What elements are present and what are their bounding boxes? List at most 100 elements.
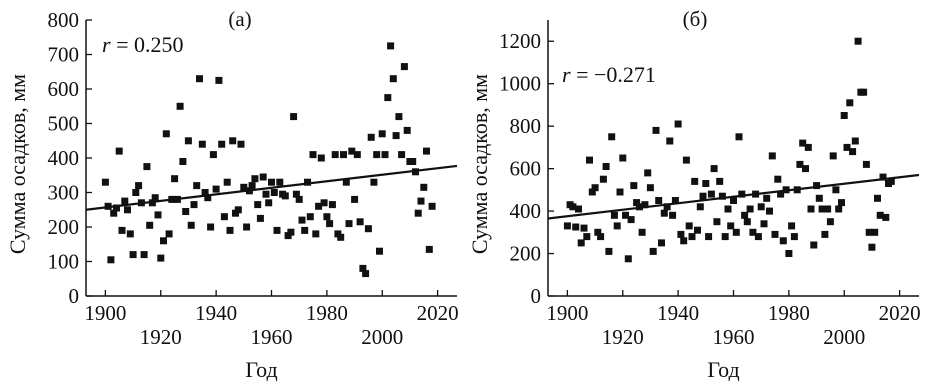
data-point [680, 237, 688, 245]
data-point [345, 220, 353, 228]
data-point [580, 224, 588, 232]
data-point [328, 201, 336, 209]
x-tick-label: 1980 [768, 301, 810, 325]
data-point [569, 203, 577, 211]
data-point [146, 221, 154, 229]
y-tick-label: 0 [531, 284, 542, 308]
data-point [162, 130, 170, 138]
data-point [234, 206, 242, 214]
data-point [730, 197, 737, 204]
panel-label: (а) [228, 7, 251, 31]
data-point [860, 88, 868, 96]
data-point [705, 233, 713, 241]
data-point [757, 203, 765, 211]
data-point [326, 220, 334, 228]
data-point [721, 233, 729, 241]
data-point [575, 205, 582, 213]
data-point [309, 151, 317, 159]
data-point [389, 75, 397, 83]
data-point [810, 241, 818, 249]
data-point [633, 199, 641, 207]
data-point [215, 76, 223, 84]
data-point [342, 178, 350, 186]
y-tick-label: 0 [69, 284, 80, 308]
y-tick-label: 400 [48, 146, 80, 170]
data-point [301, 226, 309, 234]
data-point [716, 177, 724, 185]
data-point [741, 211, 749, 219]
data-point [240, 183, 248, 191]
data-point [273, 226, 281, 234]
x-tick-label: 1960 [251, 325, 293, 349]
data-point [179, 158, 187, 165]
data-point [713, 218, 721, 226]
r-symbol: r [102, 32, 111, 57]
data-point [320, 199, 328, 207]
data-point [851, 137, 859, 145]
data-point [362, 270, 370, 278]
panel-1: 0 100 200 300 400 500 600 700 800 1900 1940 1980 202… [5, 7, 459, 382]
y-tick-label: 100 [48, 250, 80, 274]
data-point [237, 140, 245, 148]
y-tick-label: 700 [48, 43, 80, 67]
x-tick-label: 1940 [195, 301, 237, 325]
data-point [248, 182, 256, 190]
data-point [165, 230, 173, 238]
data-point [846, 99, 854, 107]
data-point [660, 209, 668, 217]
data-point [824, 205, 832, 213]
data-point [115, 147, 123, 155]
x-tick-label: 1900 [84, 301, 126, 325]
data-point [315, 202, 323, 210]
data-point [821, 230, 829, 238]
data-point [312, 230, 320, 238]
data-point [337, 233, 345, 241]
data-point [835, 205, 843, 213]
data-point [243, 223, 251, 231]
data-point [752, 190, 760, 198]
data-point [392, 132, 400, 140]
data-point [779, 237, 787, 245]
data-point [353, 151, 361, 159]
data-point [696, 203, 704, 211]
data-point [229, 137, 237, 145]
data-point [796, 160, 804, 168]
data-point [583, 233, 591, 241]
x-tick-label: 1920 [602, 325, 644, 349]
data-point [193, 182, 201, 190]
x-tick-label: 2020 [417, 301, 459, 325]
data-point [384, 94, 392, 102]
data-point [409, 158, 417, 165]
trend-line [85, 164, 458, 211]
data-point [187, 221, 195, 229]
data-point [646, 184, 654, 192]
data-point [190, 201, 198, 209]
data-point [276, 178, 284, 186]
r-value: = 0.250 [111, 32, 184, 57]
data-point [245, 187, 253, 195]
data-point [281, 192, 289, 200]
data-point [151, 194, 159, 202]
data-point [854, 37, 862, 45]
data-point [619, 154, 627, 162]
data-point [356, 218, 364, 226]
data-point [804, 143, 812, 151]
data-point [724, 205, 732, 213]
data-point [887, 177, 895, 185]
data-point [793, 186, 801, 194]
data-point [602, 163, 610, 170]
data-point [613, 222, 621, 230]
data-point [702, 180, 710, 187]
data-point [832, 186, 840, 194]
data-point [799, 139, 807, 147]
y-tick-label: 1200 [499, 29, 541, 53]
data-point [395, 113, 403, 121]
data-point [738, 190, 746, 198]
data-point [652, 126, 660, 134]
y-tick-label: 800 [510, 114, 542, 138]
data-point [655, 197, 663, 204]
data-point [699, 192, 707, 200]
data-point [876, 211, 884, 219]
data-point [110, 209, 118, 217]
